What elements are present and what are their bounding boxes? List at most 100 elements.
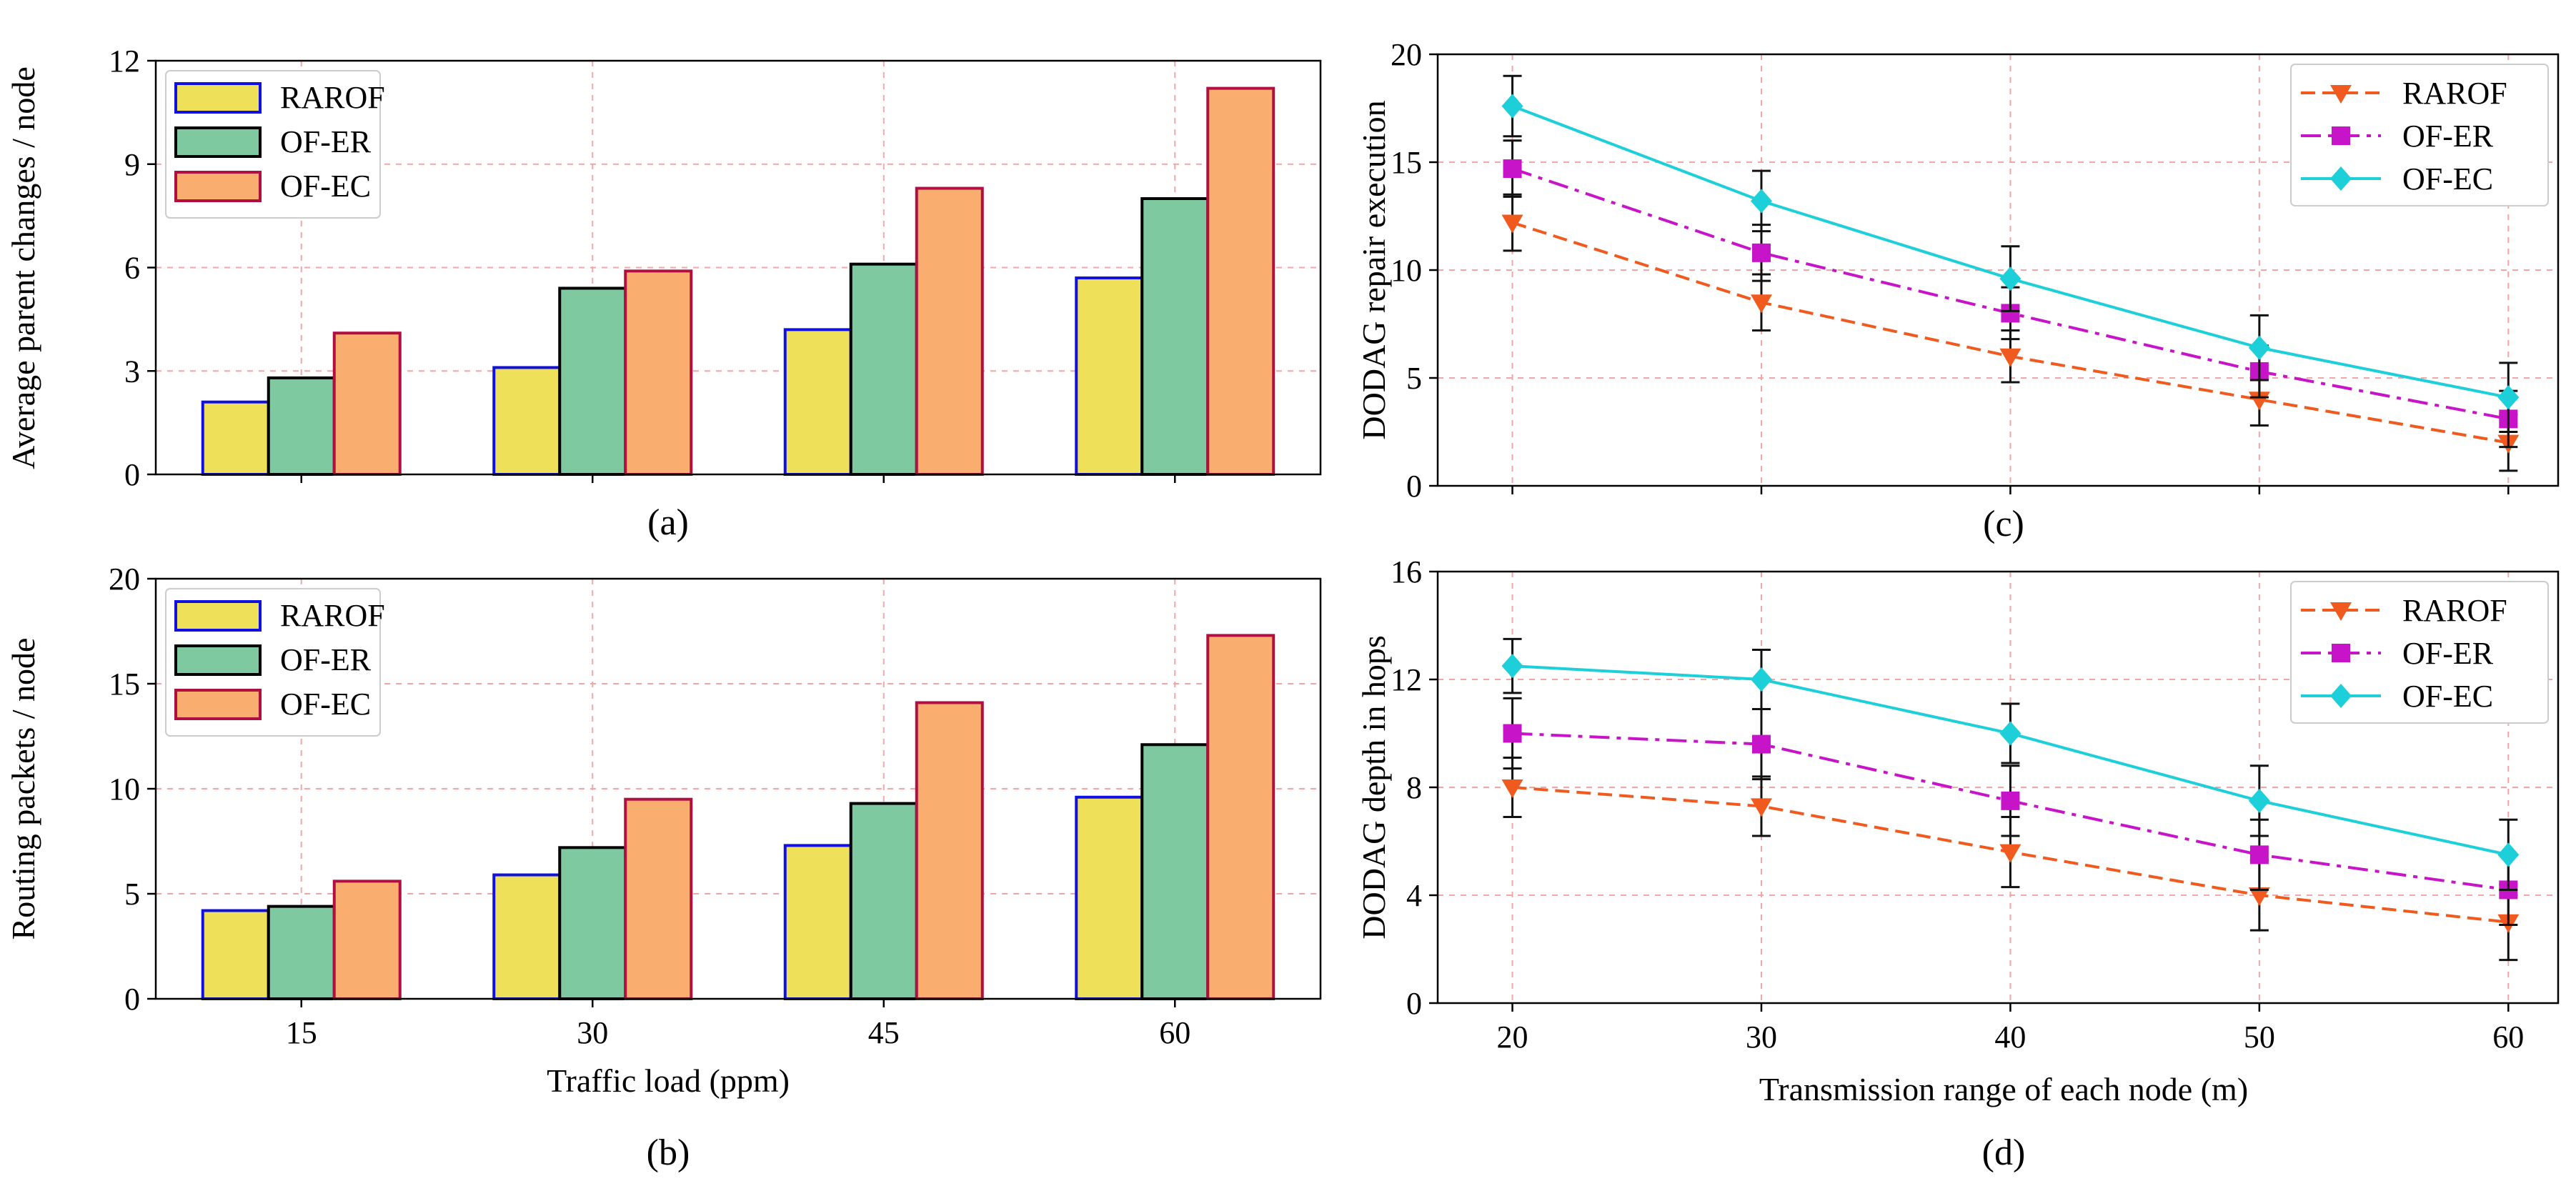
plot-frame <box>1436 53 2560 487</box>
marker-of-er <box>1751 243 1771 262</box>
bar-of-er <box>267 905 336 1001</box>
y-axis-label: Routing packets / node <box>5 638 41 940</box>
bar-rarof <box>492 873 562 1001</box>
y-tick-label: 10 <box>109 772 140 807</box>
chart-c: 0 5 10 15 20 DODAG repair execution (c) RAROF OF… <box>1356 37 2560 544</box>
bar-of-ec <box>624 269 693 476</box>
bar-rarof <box>783 328 852 476</box>
bar-of-ec <box>332 879 402 1000</box>
marker-of-er <box>2332 644 2350 662</box>
y-tick-label: 0 <box>1406 986 1422 1021</box>
legend-label: OF-ER <box>280 642 372 677</box>
y-tick-label: 12 <box>1391 662 1422 697</box>
bar-of-er <box>849 802 918 1000</box>
marker-rarof <box>1750 798 1772 817</box>
y-tick-label: 6 <box>124 251 140 286</box>
legend-label: OF-EC <box>280 169 371 204</box>
bar-of-ec <box>332 332 402 476</box>
legend-label: OF-EC <box>2402 679 2493 714</box>
chart-b: 15 30 45 60 0 5 10 15 20 Routing packets / node (b… <box>5 562 1322 1173</box>
y-tick-label: 4 <box>1406 878 1422 913</box>
marker-of-er <box>1503 724 1522 743</box>
legend-box <box>2290 64 2549 206</box>
bar-of-ec <box>1206 86 1275 477</box>
legend-label: RAROF <box>2402 76 2507 111</box>
y-tick-label: 10 <box>1391 253 1422 288</box>
y-tick-label: 16 <box>1391 554 1422 589</box>
chart-d: 20 30 40 50 60 0 4 8 12 16 DODAG depth in hops (d) T… <box>1356 554 2560 1173</box>
bar-of-ec <box>1206 634 1275 1000</box>
legend-label: OF-ER <box>2402 636 2494 671</box>
y-tick-label: 9 <box>124 147 140 182</box>
y-axis-label: Average parent changes / node <box>5 66 41 469</box>
marker-of-ec <box>2497 385 2520 410</box>
y-tick-label: 5 <box>124 877 140 912</box>
panel-caption: (a) <box>647 502 689 543</box>
marker-of-er <box>2001 791 2020 810</box>
marker-of-ec <box>1501 94 1523 119</box>
legend-label: RAROF <box>280 80 385 115</box>
x-tick-label: 40 <box>1994 1020 2026 1055</box>
legend-label: OF-EC <box>280 687 371 722</box>
y-tick-label: 0 <box>124 457 140 492</box>
bar-of-er <box>1140 743 1210 1000</box>
marker-of-er <box>1751 734 1771 754</box>
marker-of-ec <box>1999 266 2021 291</box>
marker-rarof <box>1999 348 2021 367</box>
marker-of-ec <box>2330 684 2352 708</box>
marker-of-ec <box>1750 189 1772 214</box>
x-tick-label: 30 <box>577 1015 608 1050</box>
y-axis-label: DODAG repair execution <box>1356 100 1392 439</box>
bar-of-er <box>849 262 918 476</box>
bar-of-er <box>558 846 627 1000</box>
bar-rarof <box>1075 795 1144 1000</box>
y-axis-label: DODAG depth in hops <box>1356 635 1392 939</box>
marker-rarof <box>2330 85 2352 104</box>
legend-swatch <box>174 126 262 158</box>
bar-rarof <box>201 909 270 1001</box>
bar-of-ec <box>915 186 984 476</box>
marker-of-er <box>2332 126 2350 145</box>
marker-of-ec <box>2248 335 2270 360</box>
panel-caption: (c) <box>1983 504 2024 544</box>
legend-box <box>2290 581 2549 724</box>
marker-of-er <box>2249 845 2269 864</box>
legend-swatch <box>174 644 262 676</box>
y-tick-label: 20 <box>1391 37 1422 72</box>
y-tick-label: 5 <box>1406 361 1422 396</box>
x-tick-label: 20 <box>1497 1020 1528 1055</box>
bar-of-ec <box>915 701 984 1001</box>
marker-rarof <box>1750 294 1772 314</box>
legend-swatch <box>174 600 262 632</box>
marker-of-er <box>1503 159 1522 179</box>
panel-caption: (b) <box>647 1132 690 1173</box>
legend-label: OF-ER <box>280 124 372 159</box>
marker-of-ec <box>1750 667 1772 692</box>
bar-of-er <box>558 286 627 476</box>
bar-rarof <box>201 400 270 476</box>
bar-of-er <box>267 376 336 477</box>
marker-of-ec <box>2330 166 2352 191</box>
marker-rarof <box>2330 602 2352 621</box>
legend-label: OF-EC <box>2402 161 2493 196</box>
marker-rarof <box>1501 779 1523 798</box>
y-tick-label: 0 <box>124 982 140 1017</box>
bar-rarof <box>492 366 562 476</box>
marker-rarof <box>1501 214 1523 234</box>
bar-rarof <box>783 844 852 1000</box>
plot-frame <box>154 577 1322 1000</box>
x-tick-label: 45 <box>868 1015 900 1050</box>
plot-frame <box>1436 570 2560 1005</box>
x-tick-label: 50 <box>2244 1020 2275 1055</box>
legend-swatch <box>174 82 262 114</box>
legend-label: OF-ER <box>2402 119 2494 154</box>
legend-swatch <box>174 689 262 720</box>
y-tick-label: 0 <box>1406 469 1422 504</box>
x-tick-label: 60 <box>1159 1015 1190 1050</box>
y-tick-label: 15 <box>109 667 140 702</box>
marker-rarof <box>2248 887 2270 906</box>
bar-of-ec <box>624 797 693 1000</box>
x-tick-label: 60 <box>2492 1020 2524 1055</box>
y-tick-label: 20 <box>109 562 140 597</box>
